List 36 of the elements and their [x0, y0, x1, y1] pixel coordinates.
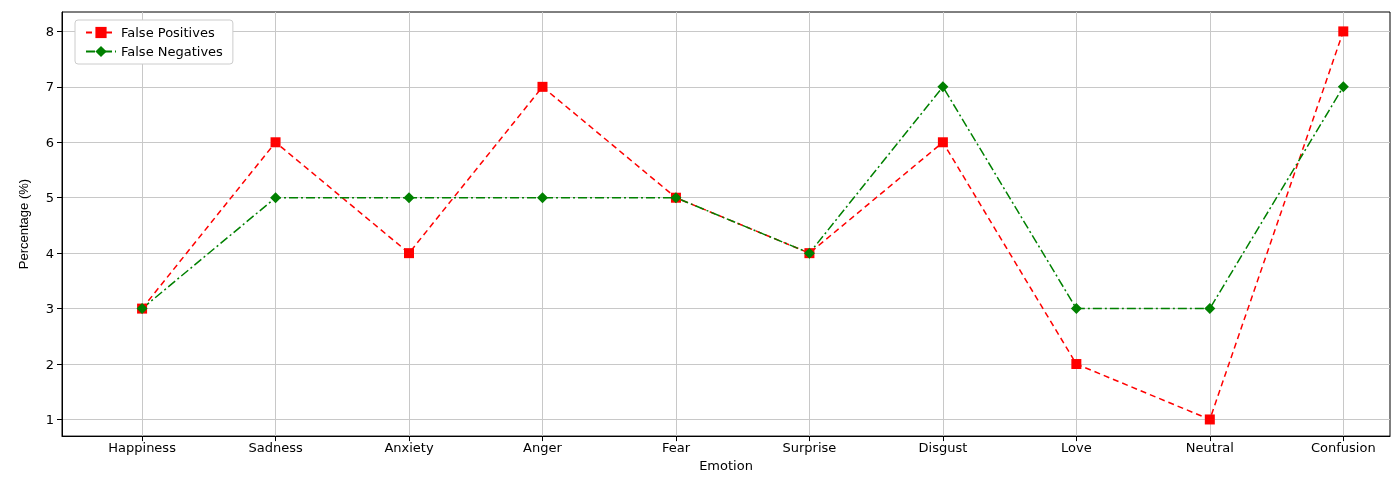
x-tick-label: Anxiety [384, 440, 434, 456]
x-tick-label: Surprise [782, 440, 837, 456]
legend-label: False Positives [121, 25, 215, 40]
y-tick-label: 1 [45, 411, 54, 427]
point [270, 137, 281, 148]
point [937, 81, 949, 93]
x-tick-label: Confusion [1310, 440, 1376, 456]
point [937, 137, 948, 148]
point [1337, 81, 1349, 93]
point [403, 192, 415, 204]
y-tick-label: 5 [45, 190, 54, 206]
point [537, 81, 548, 92]
y-tick-label: 8 [45, 23, 54, 39]
point [404, 248, 415, 259]
x-tick-label: Love [1061, 440, 1092, 456]
y-tick-label: 6 [45, 134, 54, 150]
x-tick-label: Sadness [248, 440, 303, 456]
point [1204, 303, 1216, 315]
x-tick-label: Fear [661, 440, 691, 456]
y-tick-label: 2 [45, 356, 54, 372]
legend-label: False Negatives [121, 44, 224, 59]
y-tick-label: 7 [45, 79, 54, 95]
x-tick-label: Disgust [918, 440, 968, 456]
point [1071, 359, 1082, 370]
point [270, 192, 282, 204]
y-tick-label: 4 [45, 245, 54, 261]
point [1338, 26, 1349, 37]
point [1070, 303, 1082, 315]
y-axis-title: Percentage (%) [16, 178, 31, 270]
x-axis-title: Emotion [699, 458, 753, 473]
x-tick-label: Happiness [108, 440, 177, 456]
x-tick-label: Anger [523, 440, 563, 456]
y-tick-label: 3 [45, 301, 54, 317]
point [536, 192, 548, 204]
point [1204, 414, 1215, 425]
x-tick-label: Neutral [1185, 440, 1234, 456]
